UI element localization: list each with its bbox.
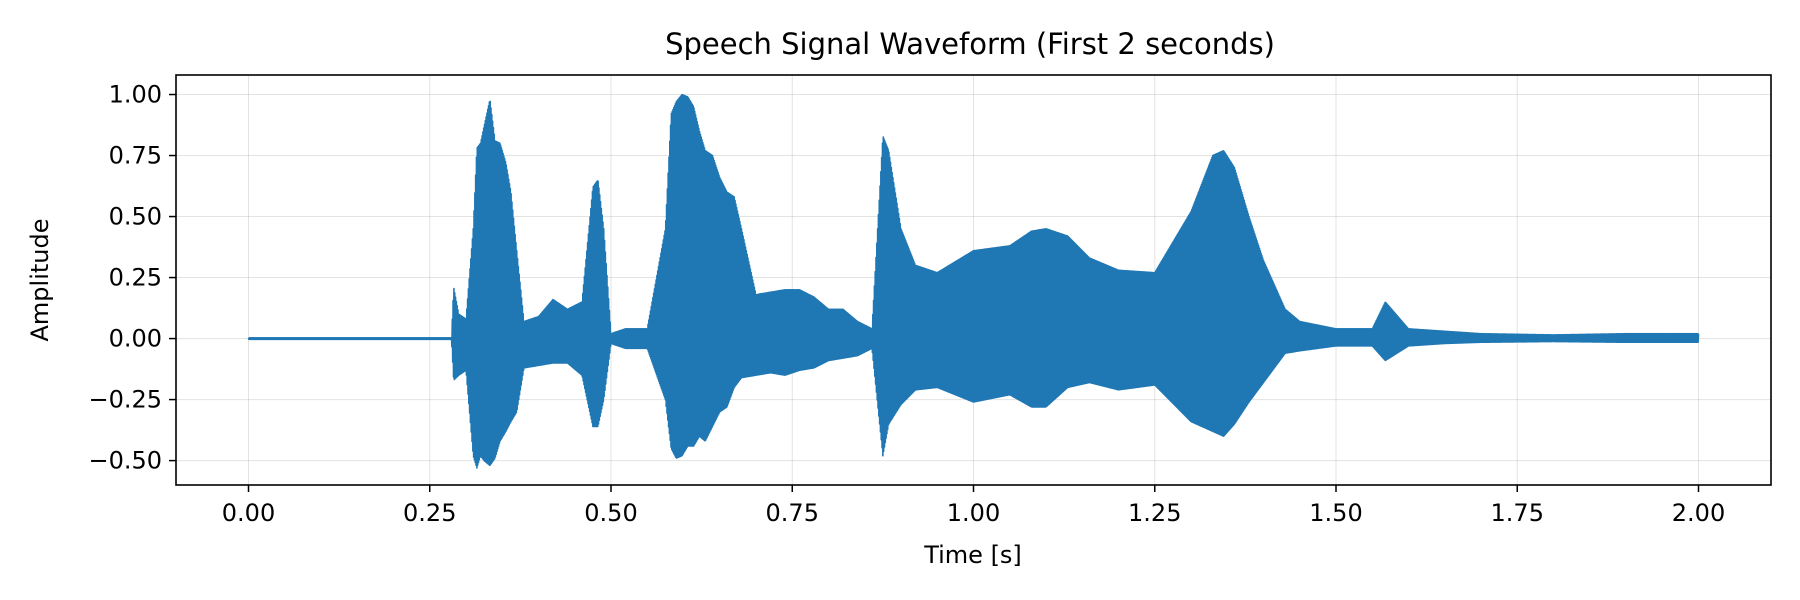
waveform-line bbox=[247, 93, 1700, 469]
y-tick-label: 0.75 bbox=[109, 142, 162, 170]
x-tick-label: 1.50 bbox=[1309, 499, 1362, 527]
y-tick-label: 0.25 bbox=[109, 264, 162, 292]
y-tick-label: 0.00 bbox=[109, 325, 162, 353]
x-tick-label: 1.00 bbox=[947, 499, 1000, 527]
x-tick-label: 1.25 bbox=[1128, 499, 1181, 527]
chart-title: Speech Signal Waveform (First 2 seconds) bbox=[665, 27, 1275, 61]
x-tick-label: 0.75 bbox=[766, 499, 819, 527]
x-axis: 0.00 0.25 0.50 0.75 1.00 1.25 1.50 1.75 2.00 bbox=[222, 485, 1725, 527]
x-tick-label: 0.00 bbox=[222, 499, 275, 527]
x-tick-label: 2.00 bbox=[1672, 499, 1725, 527]
y-axis-label: Amplitude bbox=[26, 219, 54, 342]
x-tick-label: 0.25 bbox=[403, 499, 456, 527]
y-tick-label: −0.25 bbox=[88, 386, 162, 414]
y-tick-label: −0.50 bbox=[88, 447, 162, 475]
y-tick-label: 0.50 bbox=[109, 203, 162, 231]
x-tick-label: 1.75 bbox=[1491, 499, 1544, 527]
y-axis: −0.50 −0.25 0.00 0.25 0.50 0.75 1.00 bbox=[88, 81, 176, 475]
x-tick-label: 0.50 bbox=[584, 499, 637, 527]
series-group bbox=[247, 93, 1700, 469]
y-tick-label: 1.00 bbox=[109, 81, 162, 109]
x-axis-label: Time [s] bbox=[923, 541, 1022, 569]
